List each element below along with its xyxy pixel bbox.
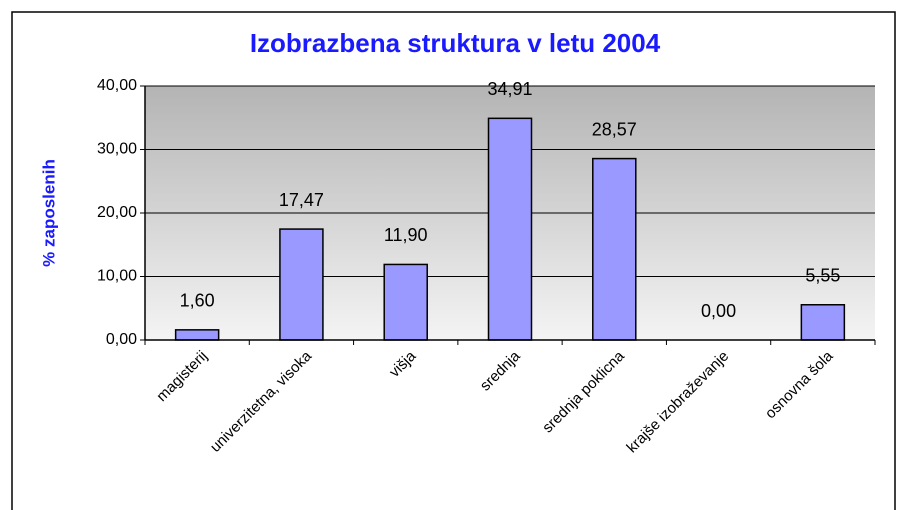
bar <box>174 329 220 341</box>
value-label: 17,47 <box>279 190 324 210</box>
y-tick-label: 10,00 <box>97 268 137 285</box>
value-label: 11,90 <box>384 225 428 245</box>
value-label: 28,57 <box>592 119 637 139</box>
bar <box>592 157 637 341</box>
bar <box>383 263 428 341</box>
bar <box>800 304 846 341</box>
y-tick-label: 0,00 <box>106 331 137 348</box>
chart-title: Izobrazbena struktura v letu 2004 <box>250 28 661 58</box>
value-label: 5,55 <box>805 266 840 286</box>
y-axis-label: % zaposlenih <box>39 159 58 267</box>
bar <box>487 117 533 341</box>
value-label: 34,91 <box>487 79 532 99</box>
y-tick-label: 20,00 <box>97 204 137 221</box>
y-tick-label: 40,00 <box>97 77 137 94</box>
value-label: 1,60 <box>180 291 215 311</box>
value-label: 0,00 <box>701 301 736 321</box>
y-tick-label: 30,00 <box>97 141 137 158</box>
bar <box>279 228 324 341</box>
